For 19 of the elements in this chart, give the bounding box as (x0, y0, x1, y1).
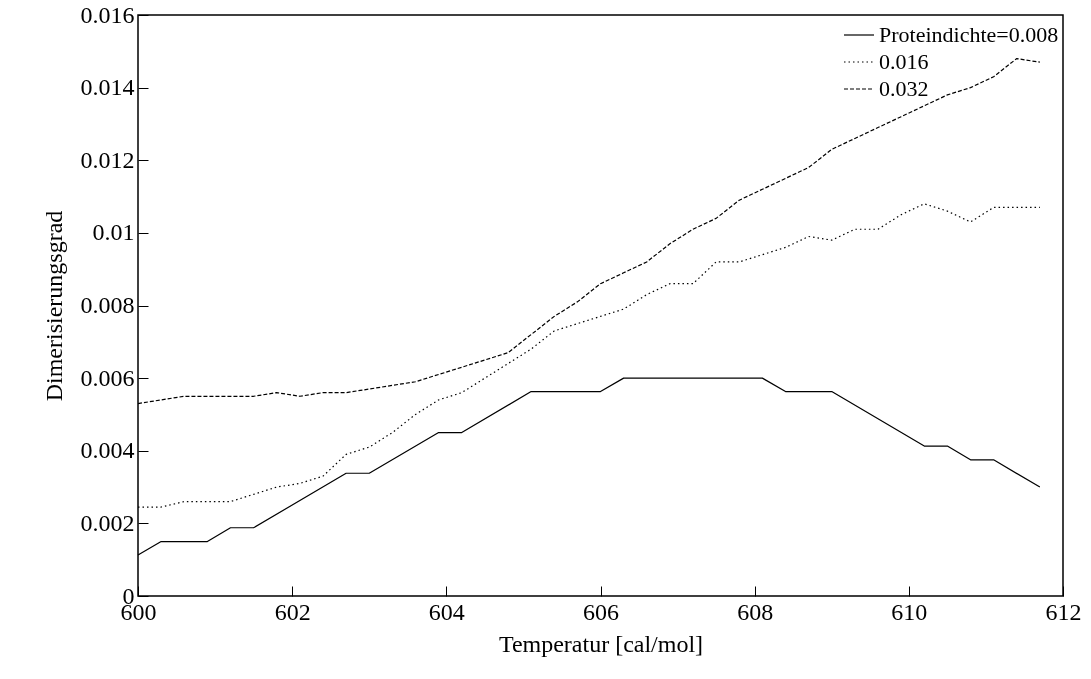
x-tick-label: 612 (1045, 598, 1082, 625)
y-tick-label: 0.016 (80, 1, 135, 28)
legend-label: 0.032 (879, 76, 929, 101)
y-tick-label: 0.014 (80, 74, 135, 101)
legend-label: Proteindichte=0.008 (879, 22, 1059, 47)
legend-label: 0.016 (879, 49, 929, 74)
x-tick-label: 606 (583, 598, 619, 625)
x-tick-label: 608 (737, 598, 774, 625)
x-axis-title: Temperatur [cal/mol] (498, 630, 704, 657)
y-tick-label: 0.004 (80, 437, 135, 464)
y-tick-label: 0.006 (80, 364, 135, 391)
y-tick-label: 0.002 (80, 509, 135, 536)
x-tick-label: 602 (274, 598, 311, 625)
x-tick-label: 610 (891, 598, 928, 625)
y-axis-title: Dimerisierungsgrad (40, 210, 67, 402)
y-tick-label: 0.01 (92, 219, 135, 246)
y-tick-label: 0.008 (80, 292, 135, 318)
x-tick-label: 604 (428, 598, 465, 625)
y-tick-label: 0.012 (80, 146, 135, 173)
